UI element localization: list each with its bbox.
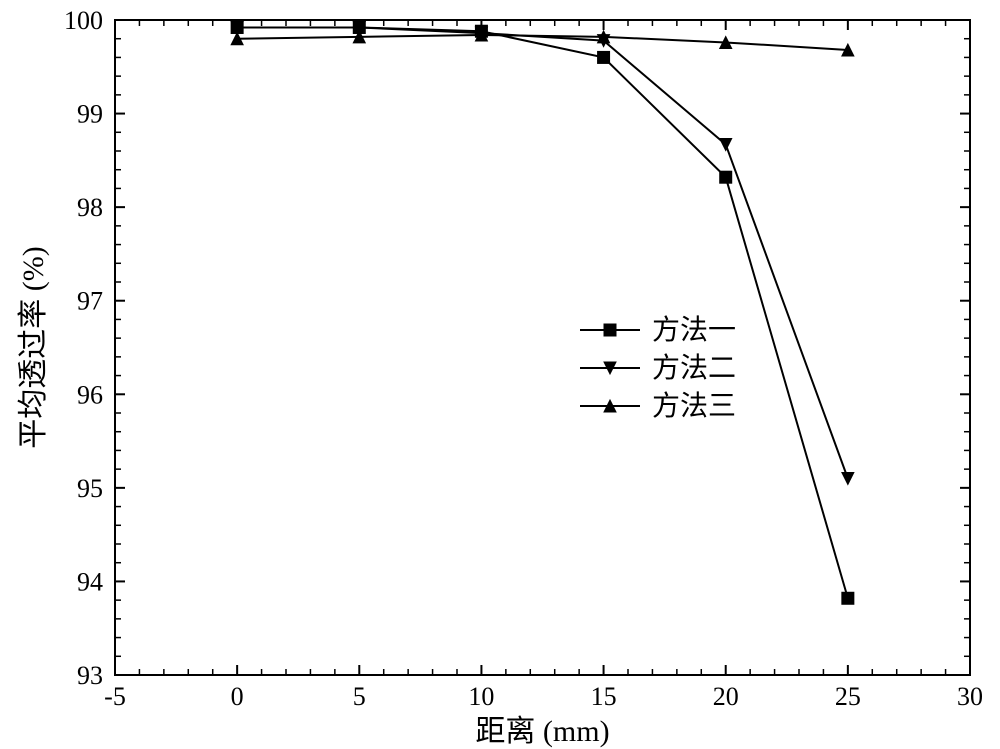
legend-label: 方法一 [652,314,736,346]
x-tick-label: 10 [468,682,494,711]
x-axis-label: 距离 (mm) [475,715,609,748]
line-chart: -5 0 5 10 15 20 25 30 93 94 95 96 97 98 99 100 距离 (mm) 平均… [0,0,1000,749]
y-tick-label: 100 [64,6,103,35]
y-tick-label: 97 [77,287,103,316]
legend-label: 方法三 [652,390,736,422]
y-tick-label: 96 [77,380,103,409]
y-axis-label: 平均透过率 (%) [17,246,50,448]
x-tick-label: 30 [957,682,983,711]
legend-label: 方法二 [652,352,736,384]
y-tick-label: 95 [77,474,103,503]
y-tick-label: 93 [77,661,103,690]
y-tick-label: 98 [77,193,103,222]
y-tick-label: 99 [77,100,103,129]
x-tick-label: 20 [713,682,739,711]
x-tick-label: 0 [231,682,244,711]
x-tick-label: 15 [591,682,617,711]
x-tick-label: 5 [353,682,366,711]
y-tick-label: 94 [77,567,103,596]
x-tick-label: 25 [835,682,861,711]
x-tick-label: -5 [104,682,126,711]
